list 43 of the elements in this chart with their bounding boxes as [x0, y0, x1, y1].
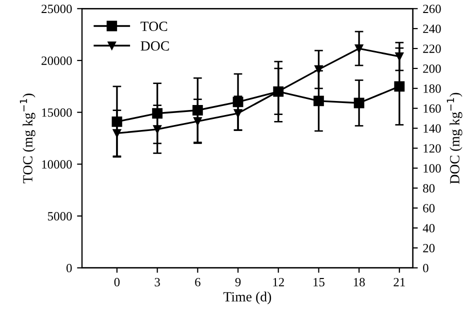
point — [314, 96, 324, 106]
point — [194, 117, 202, 126]
y-axis-title: TOC (mg kg$^{−1}$) — [20, 94, 36, 184]
point — [354, 44, 364, 53]
x-tick-label: 9 — [235, 278, 241, 286]
y-tick-label: 0 — [66, 264, 72, 272]
y2-axis-title: DOC (mg kg$^{−1}$) — [446, 92, 462, 184]
x-tick-label: 3 — [154, 278, 160, 286]
x-axis-title: Time (d) — [223, 292, 272, 304]
y2-tick-label: 100 — [424, 164, 441, 173]
x-tick-label: 21 — [394, 278, 405, 286]
x-tick-label: 6 — [195, 278, 200, 286]
point — [234, 109, 242, 118]
y2-tick-label: 0 — [423, 264, 428, 272]
point — [394, 81, 405, 92]
y2-tick-label: 220 — [423, 44, 441, 53]
point — [153, 125, 162, 134]
y-tick-label: 20000 — [42, 56, 72, 65]
y2-tick-label: 20 — [423, 244, 435, 252]
x-tick-label: 18 — [354, 278, 365, 286]
y2-tick-label: 180 — [424, 84, 441, 93]
y2-tick-label: 240 — [423, 24, 441, 34]
point — [112, 129, 122, 138]
y-tick-label: 10000 — [42, 160, 72, 169]
y2-tick-label: 60 — [423, 204, 435, 212]
y2-tick-label: 80 — [423, 184, 435, 193]
x-tick-label: 0 — [114, 278, 120, 286]
point — [354, 98, 364, 108]
y2-tick-label: 140 — [424, 124, 441, 133]
y2-tick-label: 260 — [423, 4, 441, 14]
y2-tick-label: 40 — [422, 224, 435, 232]
legend-label: DOC — [140, 41, 169, 51]
y-tick-label: 25000 — [42, 4, 72, 14]
point — [314, 65, 323, 74]
point — [395, 52, 404, 61]
y-tick-label: 15000 — [42, 108, 72, 117]
legend-label: TOC — [140, 22, 168, 31]
y2-tick-label: 200 — [423, 64, 441, 73]
y-tick-label: 5000 — [48, 212, 72, 220]
y2-tick-label: 160 — [424, 104, 441, 113]
y2-tick-label: 120 — [424, 144, 441, 153]
x-tick-label: 12 — [273, 278, 284, 286]
x-tick-label: 15 — [314, 278, 324, 286]
